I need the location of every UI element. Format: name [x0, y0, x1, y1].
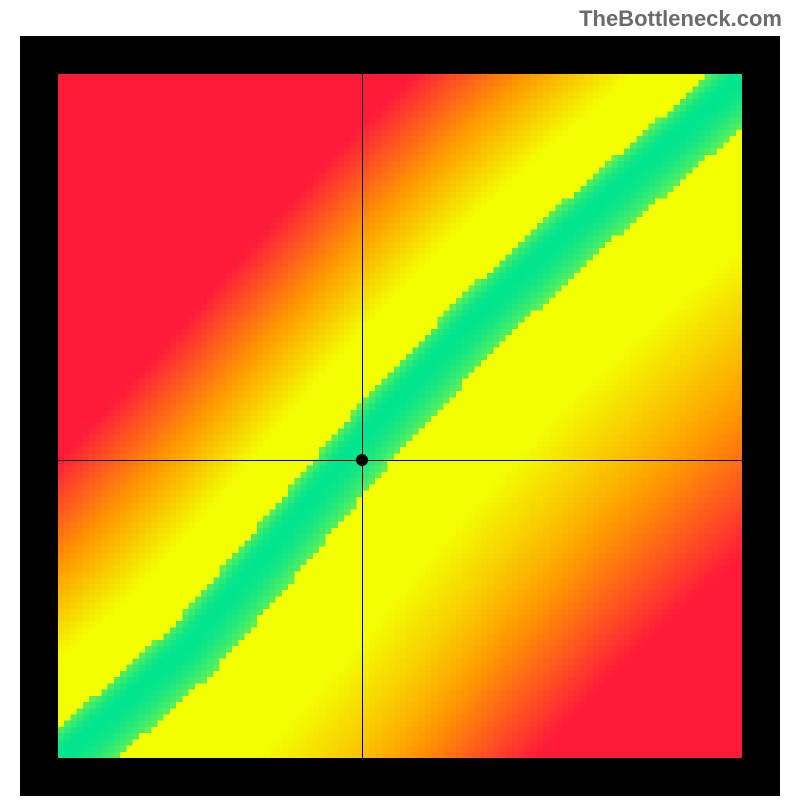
chart-container: TheBottleneck.com: [0, 0, 800, 800]
data-point-marker: [356, 454, 368, 466]
crosshair-horizontal: [58, 460, 742, 461]
watermark-text: TheBottleneck.com: [579, 6, 782, 32]
heatmap-canvas: [58, 74, 742, 758]
crosshair-vertical: [362, 74, 363, 758]
plot-area: [58, 74, 742, 758]
